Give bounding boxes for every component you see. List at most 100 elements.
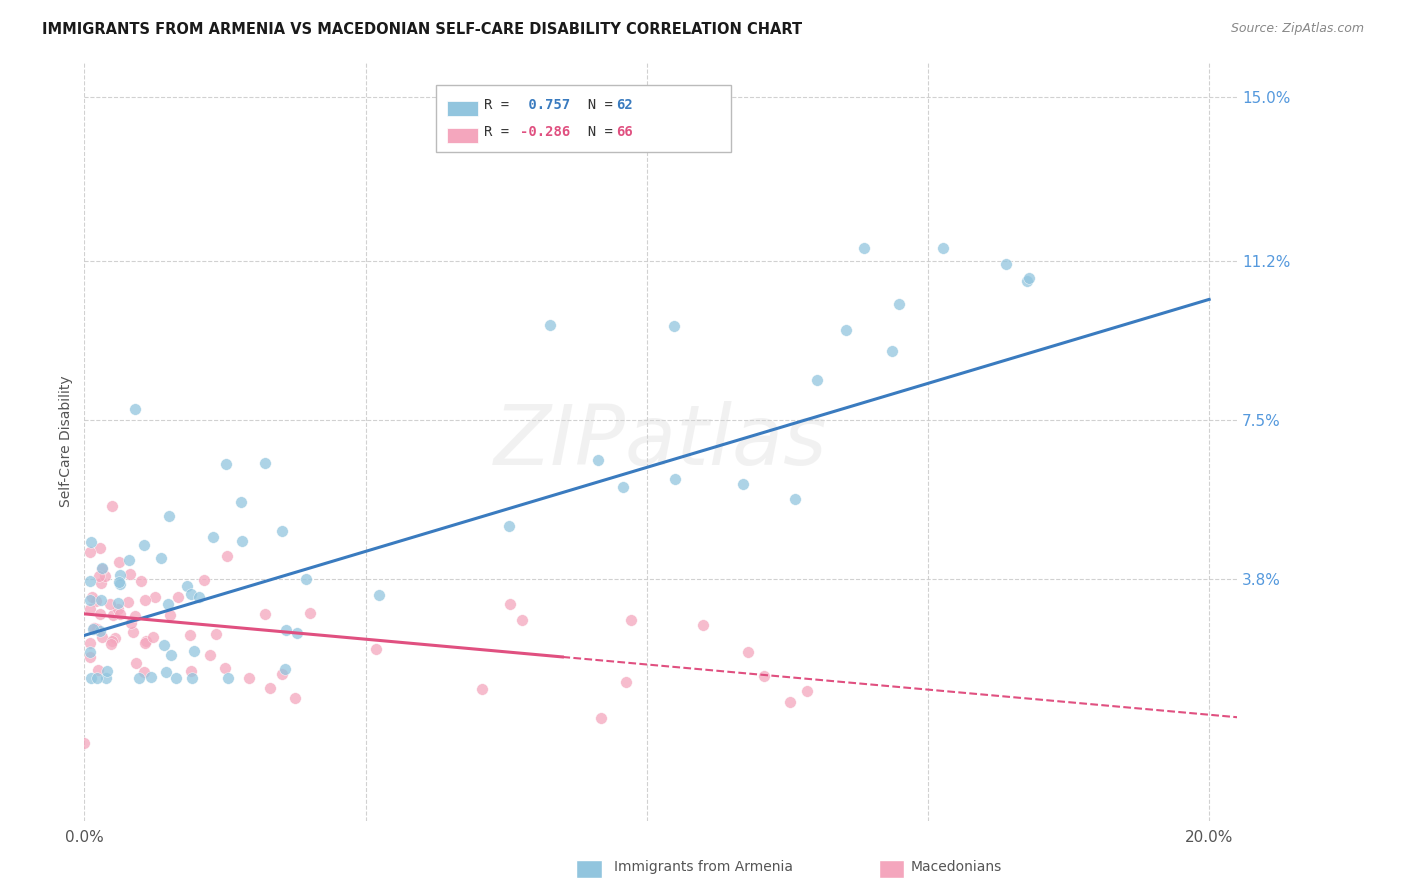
Point [253, 456, 276, 470]
Point [108, 568, 131, 582]
Point [231, 534, 253, 549]
Point [124, 608, 146, 623]
Text: Source: ZipAtlas.com: Source: ZipAtlas.com [1230, 22, 1364, 36]
Point [155, 665, 177, 680]
Point [108, 577, 131, 591]
Point [193, 573, 215, 587]
Point [90, 576, 112, 591]
Point [889, 297, 911, 311]
Point [366, 641, 388, 656]
Point [498, 519, 520, 533]
Point [89, 607, 111, 621]
Point [118, 553, 141, 567]
Point [737, 644, 759, 658]
Point [79, 534, 101, 549]
Text: IMMIGRANTS FROM ARMENIA VS MACEDONIAN SELF-CARE DISABILITY CORRELATION CHART: IMMIGRANTS FROM ARMENIA VS MACEDONIAN SE… [42, 22, 803, 37]
Point [132, 538, 155, 552]
Point [662, 319, 685, 334]
Point [83, 621, 105, 635]
Point [166, 672, 188, 686]
Point [128, 672, 150, 686]
Point [198, 648, 221, 662]
Point [141, 670, 163, 684]
Point [120, 566, 142, 581]
Point [214, 661, 236, 675]
Point [187, 590, 209, 604]
Point [103, 632, 125, 646]
Point [215, 457, 238, 471]
Point [89, 624, 111, 638]
Point [79, 593, 101, 607]
Point [779, 695, 801, 709]
Point [254, 607, 277, 622]
Point [880, 343, 903, 358]
Point [612, 479, 634, 493]
Point [79, 544, 101, 558]
Point [79, 602, 101, 616]
Point [124, 402, 146, 417]
Point [143, 590, 166, 604]
Point [125, 656, 148, 670]
Text: 0.757: 0.757 [520, 98, 571, 112]
Point [274, 662, 297, 676]
Point [368, 588, 391, 602]
Point [134, 593, 156, 607]
Point [510, 614, 533, 628]
Point [692, 617, 714, 632]
Point [238, 672, 260, 686]
Point [121, 625, 143, 640]
Point [995, 257, 1018, 271]
Point [591, 710, 613, 724]
Text: ZIPatlas: ZIPatlas [494, 401, 828, 482]
Point [931, 241, 953, 255]
Point [1018, 270, 1040, 285]
Point [205, 626, 228, 640]
Point [79, 644, 101, 658]
Point [276, 623, 298, 637]
Point [90, 560, 112, 574]
Point [89, 541, 111, 555]
Point [295, 572, 318, 586]
Point [619, 614, 641, 628]
Point [101, 499, 124, 513]
Point [80, 672, 103, 686]
Point [86, 594, 108, 608]
Point [86, 622, 108, 636]
Point [215, 549, 238, 563]
Text: Macedonians: Macedonians [911, 860, 1001, 874]
Point [79, 574, 101, 588]
Point [160, 648, 183, 662]
Point [588, 452, 610, 467]
Point [87, 664, 110, 678]
Point [108, 607, 131, 621]
Y-axis label: Self-Care Disability: Self-Care Disability [59, 376, 73, 508]
Point [149, 551, 172, 566]
Point [806, 373, 828, 387]
Point [73, 736, 96, 750]
Point [179, 628, 201, 642]
Point [135, 634, 157, 648]
Point [835, 323, 858, 337]
Point [80, 590, 103, 604]
Point [100, 637, 122, 651]
Point [284, 691, 307, 706]
Point [79, 649, 101, 664]
Point [733, 477, 755, 491]
Point [134, 636, 156, 650]
Point [94, 569, 117, 583]
Point [796, 683, 818, 698]
Point [785, 491, 807, 506]
Point [180, 664, 202, 678]
Point [538, 318, 561, 332]
Point [499, 597, 522, 611]
Point [614, 674, 637, 689]
Point [752, 669, 775, 683]
Point [91, 630, 114, 644]
Point [79, 635, 101, 649]
Point [108, 574, 131, 589]
Point [156, 597, 179, 611]
Point [664, 472, 686, 486]
Point [285, 625, 308, 640]
Point [120, 616, 142, 631]
Point [101, 608, 124, 623]
